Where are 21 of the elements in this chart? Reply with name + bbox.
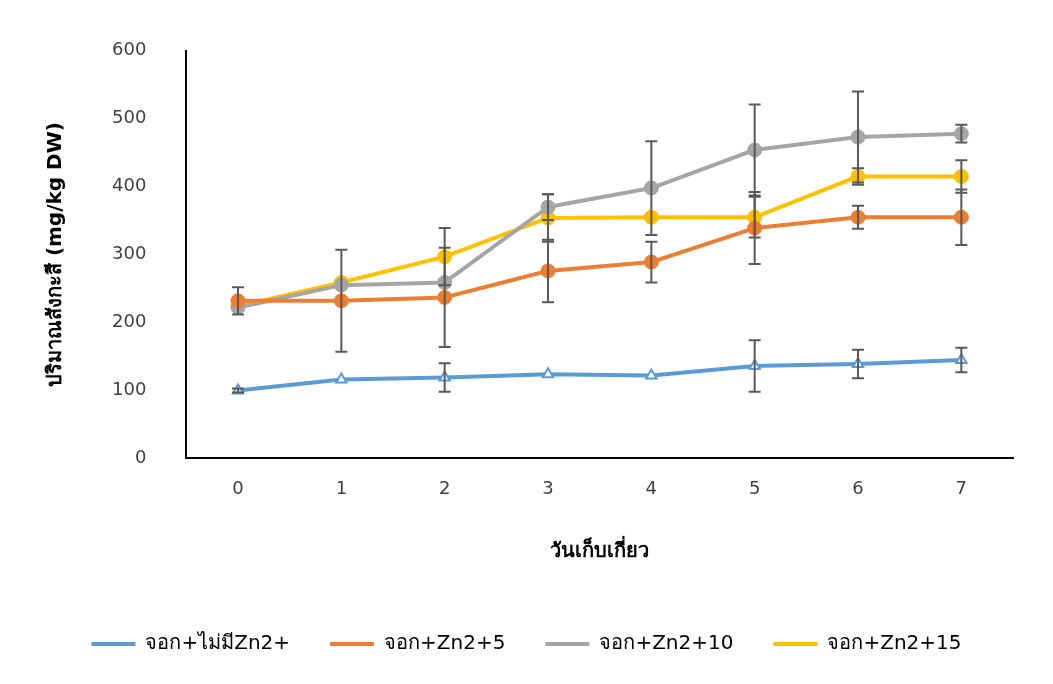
y-tick-label: 300 <box>112 242 147 264</box>
legend-label: จอก+ไม่มีZn2+ <box>145 630 291 655</box>
x-tick-label: 0 <box>232 476 244 498</box>
y-tick-label: 500 <box>112 106 147 128</box>
y-axis-title: ปริมาณสังกะสี (mg/kg DW) <box>42 122 67 388</box>
x-axis-title: วันเก็บเกี่ยว <box>550 535 650 563</box>
x-tick-label: 3 <box>542 476 554 498</box>
x-tick-label: 1 <box>335 476 348 498</box>
legend-label: จอก+Zn2+5 <box>384 630 506 655</box>
y-tick-label: 100 <box>112 378 147 400</box>
x-tick-label: 6 <box>852 476 864 498</box>
y-tick-label: 200 <box>112 310 147 332</box>
y-tick-label: 400 <box>112 174 147 196</box>
y-tick-label: 600 <box>112 38 147 60</box>
x-tick-label: 5 <box>748 476 761 498</box>
x-tick-label: 7 <box>955 476 968 498</box>
legend-label: จอก+Zn2+15 <box>827 630 962 655</box>
y-tick-label: 0 <box>134 446 147 468</box>
x-tick-label: 2 <box>438 476 451 498</box>
x-tick-label: 4 <box>645 476 658 498</box>
legend-label: จอก+Zn2+10 <box>599 630 734 655</box>
